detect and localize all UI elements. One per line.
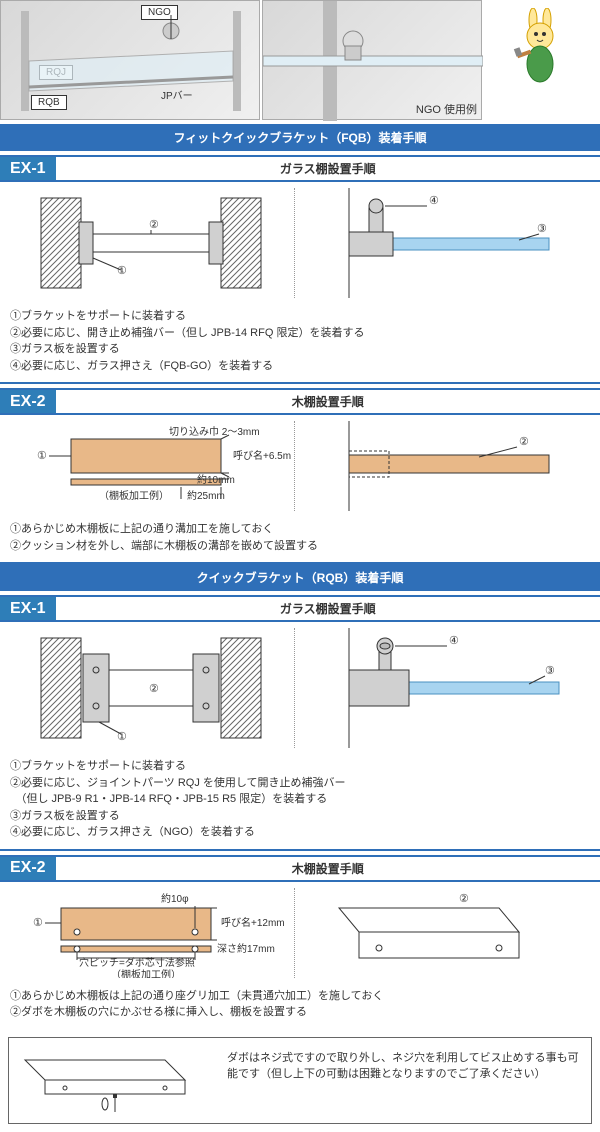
dim-name: 呼び名+6.5mm xyxy=(233,449,291,462)
fqb-ex1-step1: ①ブラケットをサポートに装着する xyxy=(10,308,590,325)
fqb-ex2-diagrams: ① 切り込み巾 2〜3mm 呼び名+6.5mm 約10mm 約25mm （棚板加… xyxy=(0,415,600,517)
callout-2: ② xyxy=(519,436,529,448)
mascot-column xyxy=(484,0,600,120)
fqb-ex1-front-view: ② ① xyxy=(21,188,281,298)
banner-rqb: クイックブラケット（RQB）装着手順 xyxy=(0,564,600,591)
rqb-ex2-bracket: ② xyxy=(319,888,579,978)
top-photo-row: NGO RQJ RQB JPバー NGO 使用例 xyxy=(0,0,600,120)
dowel-diagram xyxy=(15,1044,215,1114)
callout-3: ③ xyxy=(537,223,547,235)
photo1-sketch xyxy=(1,1,261,121)
label-ngo-example: NGO 使用例 xyxy=(416,101,477,117)
rqb-ex2-step2: ②ダボを木棚板の穴にかぶせる様に挿入し、棚板を設置する xyxy=(10,1004,590,1021)
fqb-ex1-diagrams: ② ① ④ ③ xyxy=(0,182,600,304)
fqb-ex2-step2: ②クッション材を外し、端部に木棚板の溝部を嵌めて設置する xyxy=(10,538,590,555)
photo-ngo-example: NGO 使用例 xyxy=(262,0,482,120)
rqb-ex1-title: ガラス棚設置手順 xyxy=(56,597,600,620)
callout-2: ② xyxy=(149,683,159,695)
rqb-ex2-badge: EX-2 xyxy=(0,857,56,880)
callout-1: ① xyxy=(117,265,127,277)
rqb-ex1-steps: ①ブラケットをサポートに装着する ②必要に応じ、ジョイントパーツ RQJ を使用… xyxy=(0,754,600,851)
dim-note: （棚板加工例） xyxy=(99,489,169,502)
dim-depth: 深さ約17mm xyxy=(217,942,275,955)
rqb-ex2-diagrams: ① 約10φ 呼び名+12mm 深さ約17mm 穴ピッチ=ダボ芯寸法参照 （棚板… xyxy=(0,882,600,984)
fqb-ex1-steps: ①ブラケットをサポートに装着する ②必要に応じ、開き止め補強バー（但し JPB-… xyxy=(0,304,600,384)
rqb-ex1-step4: ④必要に応じ、ガラス押さえ（NGO）を装着する xyxy=(10,824,590,841)
rqb-ex1-diagrams: ② ① ④ ③ xyxy=(0,622,600,754)
callout-1: ① xyxy=(37,450,47,462)
bottom-note-text: ダボはネジ式ですので取り外し、ネジ穴を利用してビス止めする事も可能です（但し上下… xyxy=(227,1044,585,1083)
fqb-ex2-step1: ①あらかじめ木棚板に上記の通り溝加工を施しておく xyxy=(10,521,590,538)
photo-shelf-assembly: NGO RQJ RQB JPバー xyxy=(0,0,260,120)
rqb-ex2-step1: ①あらかじめ木棚板は上記の通り座グリ加工（未貫通穴加工）を施しておく xyxy=(10,988,590,1005)
rqb-ex1-badge: EX-1 xyxy=(0,597,56,620)
dim-note2: （棚板加工例） xyxy=(111,968,181,978)
banner-fqb: フィットクイックブラケット（FQB）装着手順 xyxy=(0,124,600,151)
dim-h10: 約10mm xyxy=(197,473,235,486)
callout-4: ④ xyxy=(449,635,459,647)
callout-2: ② xyxy=(149,219,159,231)
rqb-ex1-header: EX-1 ガラス棚設置手順 xyxy=(0,595,600,622)
rqb-ex2-title: 木棚設置手順 xyxy=(56,857,600,880)
rqb-ex2-board: ① 約10φ 呼び名+12mm 深さ約17mm 穴ピッチ=ダボ芯寸法参照 （棚板… xyxy=(11,888,291,978)
dim-dia: 約10φ xyxy=(161,892,189,905)
fqb-ex2-badge: EX-2 xyxy=(0,390,56,413)
fqb-ex2-side: ② xyxy=(319,421,579,511)
rqb-ex1-front-view: ② ① xyxy=(21,628,281,748)
fqb-ex2-steps: ①あらかじめ木棚板に上記の通り溝加工を施しておく ②クッション材を外し、端部に木… xyxy=(0,517,600,564)
fqb-ex1-title: ガラス棚設置手順 xyxy=(56,157,600,180)
rqb-ex1-step2b: （但し JPB-9 R1・JPB-14 RFQ・JPB-15 R5 限定）を装着… xyxy=(10,791,590,808)
bunny-mascot-icon xyxy=(513,8,571,88)
fqb-ex1-side-view: ④ ③ xyxy=(319,188,579,298)
callout-1: ① xyxy=(33,917,43,929)
fqb-ex1-header: EX-1 ガラス棚設置手順 xyxy=(0,155,600,182)
dim-name2: 呼び名+12mm xyxy=(221,916,285,929)
fqb-ex2-header: EX-2 木棚設置手順 xyxy=(0,388,600,415)
fqb-ex1-step3: ③ガラス板を設置する xyxy=(10,341,590,358)
bottom-note-box: ダボはネジ式ですので取り外し、ネジ穴を利用してビス止めする事も可能です（但し上下… xyxy=(8,1037,592,1124)
rqb-ex1-step1: ①ブラケットをサポートに装着する xyxy=(10,758,590,775)
rqb-ex1-side-view: ④ ③ xyxy=(319,628,579,748)
fqb-ex2-board: ① 切り込み巾 2〜3mm 呼び名+6.5mm 約10mm 約25mm （棚板加… xyxy=(11,421,291,511)
fqb-ex2-title: 木棚設置手順 xyxy=(56,390,600,413)
fqb-ex1-step2: ②必要に応じ、開き止め補強バー（但し JPB-14 RFQ 限定）を装着する xyxy=(10,325,590,342)
callout-3: ③ xyxy=(545,665,555,677)
rqb-ex2-header: EX-2 木棚設置手順 xyxy=(0,855,600,882)
rqb-ex1-step3: ③ガラス板を設置する xyxy=(10,808,590,825)
fqb-ex1-step4: ④必要に応じ、ガラス押さえ（FQB-GO）を装着する xyxy=(10,358,590,375)
rqb-ex2-steps: ①あらかじめ木棚板は上記の通り座グリ加工（未貫通穴加工）を施しておく ②ダボを木… xyxy=(0,984,600,1029)
dim-slit: 切り込み巾 2〜3mm xyxy=(169,425,260,438)
rqb-ex1-step2: ②必要に応じ、ジョイントパーツ RQJ を使用して開き止め補強バー xyxy=(10,775,590,792)
fqb-ex1-badge: EX-1 xyxy=(0,157,56,180)
callout-4: ④ xyxy=(429,195,439,207)
callout-2: ② xyxy=(459,893,469,905)
dim-h25: 約25mm xyxy=(187,489,225,502)
